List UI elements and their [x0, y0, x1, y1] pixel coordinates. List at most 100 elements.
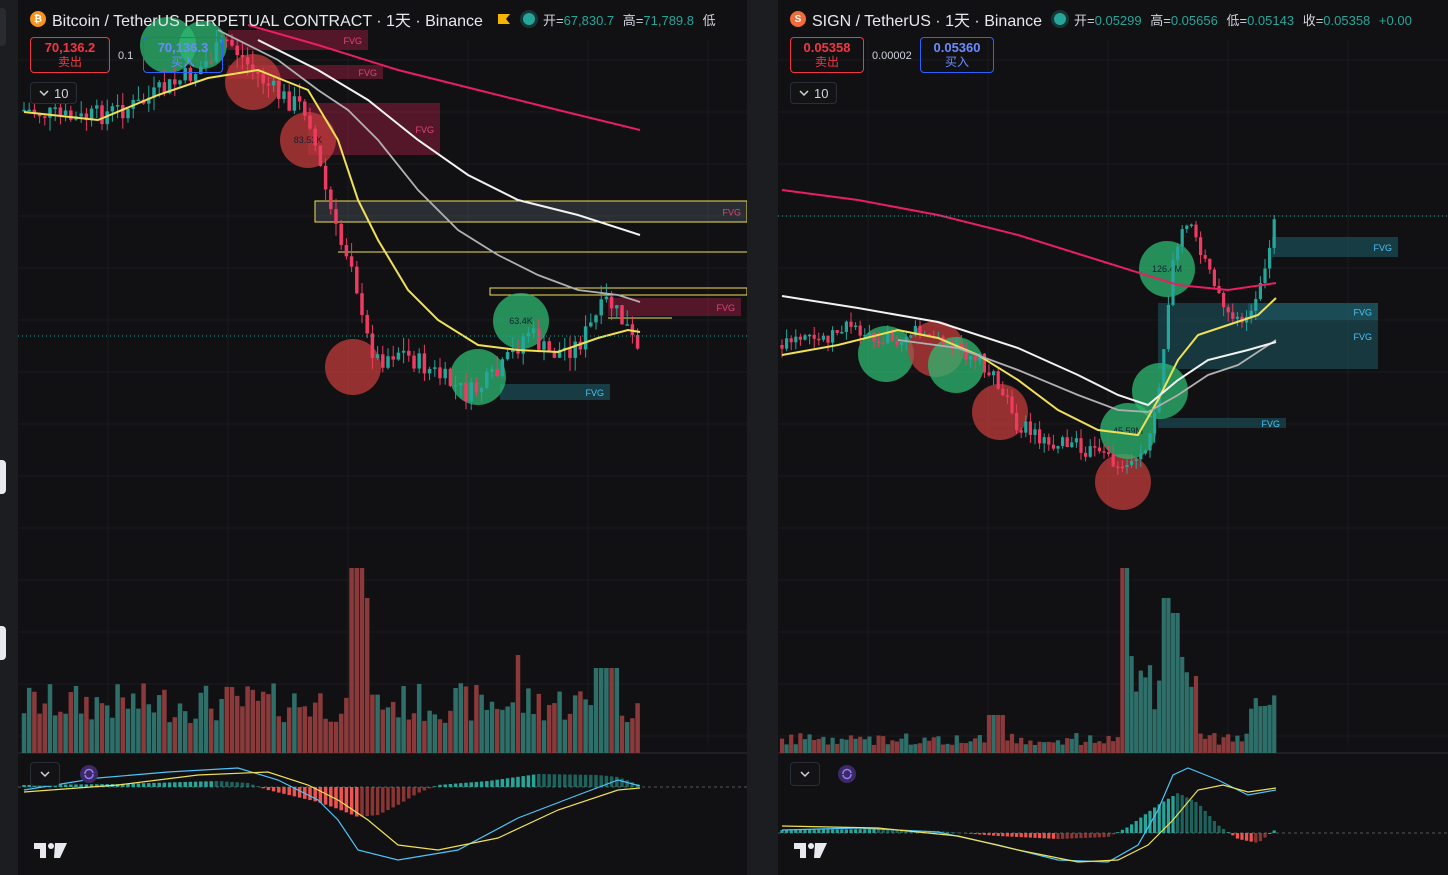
refresh-icon[interactable]	[80, 765, 98, 783]
candle-body	[817, 338, 821, 341]
toolbar-card[interactable]	[0, 8, 6, 46]
volume-bar	[250, 689, 256, 753]
macd-histogram-bar	[1038, 833, 1042, 839]
macd-histogram-bar	[464, 782, 468, 787]
macd-histogram-bar	[1194, 802, 1198, 833]
volume-bar	[500, 709, 505, 753]
price-chart[interactable]: FVG FVG FVG FVG 45.59M 126.4M	[778, 0, 1448, 875]
macd-histogram-bar	[973, 833, 977, 835]
volume-bar	[922, 737, 927, 753]
macd-histogram-bar	[1019, 833, 1023, 838]
volume-bar	[890, 740, 895, 753]
macd-histogram-bar	[982, 833, 986, 835]
candle-body	[251, 64, 255, 71]
macd-histogram-bar	[1024, 833, 1028, 838]
macd-histogram-bar	[131, 783, 135, 787]
macd-histogram-bar	[370, 787, 375, 816]
symbol-header[interactable]: S SIGN / TetherUS · 1天 · Binance 开=0.052…	[790, 8, 1417, 30]
macd-histogram-bar	[1185, 797, 1189, 833]
candle-body	[505, 352, 510, 360]
candle-body	[448, 368, 453, 386]
macd-histogram-bar	[941, 831, 945, 833]
volume-bar	[899, 738, 904, 753]
macd-histogram-bar	[1171, 796, 1175, 833]
candle-body	[401, 350, 406, 353]
volume-bar	[125, 708, 131, 753]
macd-histogram-bar	[297, 787, 302, 798]
chart-pane-btc[interactable]: FVG FVG FVG FVG FVG FVG 83.53K 63.4K ₿ Bitcoin …	[18, 0, 747, 875]
volume-bar	[198, 692, 204, 753]
symbol-title[interactable]: Bitcoin / TetherUS PERPETUAL CONTRACT · …	[52, 13, 483, 30]
macd-histogram-bar	[516, 776, 520, 787]
buy-button[interactable]: 70,136.3 买入	[143, 37, 223, 73]
price-chart[interactable]: FVG FVG FVG FVG FVG FVG 83.53K 63.4K	[18, 0, 747, 875]
volume-bar	[58, 711, 63, 753]
volume-bar	[1092, 742, 1097, 753]
macd-histogram-bar	[490, 780, 494, 787]
volume-bar	[396, 717, 401, 753]
fvg-zone	[500, 384, 610, 400]
candle-body	[277, 80, 281, 99]
volume-bar	[940, 744, 946, 753]
sell-button[interactable]: 70,136.2 卖出	[30, 37, 110, 73]
macd-histogram-bar	[152, 782, 156, 787]
volume-bar	[1023, 744, 1028, 753]
symbol-title[interactable]: SIGN / TetherUS · 1天 · Binance	[812, 13, 1043, 30]
macd-histogram-bar	[58, 784, 63, 787]
macd-histogram-bar	[867, 829, 871, 833]
volume-bar	[188, 722, 193, 753]
collapse-pane-button[interactable]	[30, 762, 60, 786]
macd-histogram-bar	[225, 781, 229, 787]
macd-histogram-bar	[251, 784, 255, 787]
macd-histogram-bar	[427, 787, 432, 789]
volume-bar	[1005, 740, 1010, 753]
candle-body	[443, 368, 447, 379]
candle-body	[95, 105, 99, 109]
macd-histogram-bar	[1130, 824, 1134, 833]
candle-body	[867, 332, 871, 336]
volume-bar	[876, 735, 881, 753]
toolbar-card[interactable]	[0, 460, 6, 494]
macd-histogram-bar	[313, 787, 317, 802]
sell-button[interactable]: 0.05358 卖出	[790, 37, 864, 73]
volume-bar	[422, 720, 427, 753]
volume-bar	[1230, 741, 1235, 753]
volume-bar	[816, 738, 821, 753]
volume-bubble	[225, 54, 281, 110]
candle-body	[1038, 429, 1042, 444]
spread-value: 0.1	[118, 50, 134, 62]
macd-line	[781, 767, 1277, 863]
symbol-header[interactable]: ₿ Bitcoin / TetherUS PERPETUAL CONTRACT …	[30, 8, 721, 30]
chart-pane-sign[interactable]: FVG FVG FVG FVG 45.59M 126.4M S SIGN / Tether…	[778, 0, 1448, 875]
volume-bar	[167, 722, 172, 753]
volume-bar	[1189, 686, 1194, 753]
buy-button[interactable]: 0.05360 买入	[920, 37, 994, 73]
bubble-label: 126.4M	[1152, 264, 1182, 274]
volume-bar	[463, 686, 469, 753]
volume-bar	[945, 743, 950, 753]
candle-body	[1148, 433, 1152, 451]
candle-body	[1194, 224, 1198, 238]
collapse-pane-button[interactable]	[790, 762, 820, 786]
flag-icon[interactable]	[497, 13, 511, 25]
tradingview-logo[interactable]	[794, 840, 828, 866]
candle-body	[360, 293, 364, 315]
volume-bar	[276, 716, 282, 753]
macd-histogram-bar	[609, 776, 614, 787]
tradingview-logo[interactable]	[34, 840, 68, 866]
volume-bar	[302, 706, 308, 753]
macd-histogram-bar	[417, 787, 421, 793]
refresh-icon[interactable]	[838, 765, 856, 783]
macd-histogram-bar	[831, 829, 835, 833]
indicator-length-toggle[interactable]: 10	[790, 82, 838, 104]
volume-bar	[427, 710, 432, 753]
volume-bar	[115, 684, 120, 753]
candle-body	[886, 332, 890, 344]
candle-body	[1056, 446, 1060, 449]
moving-average-line	[23, 68, 641, 354]
macd-histogram-bar	[872, 829, 876, 833]
candle-body	[318, 145, 323, 166]
indicator-length-toggle[interactable]: 10	[30, 82, 78, 104]
volume-bar	[1267, 704, 1272, 753]
toolbar-card[interactable]	[0, 626, 6, 660]
